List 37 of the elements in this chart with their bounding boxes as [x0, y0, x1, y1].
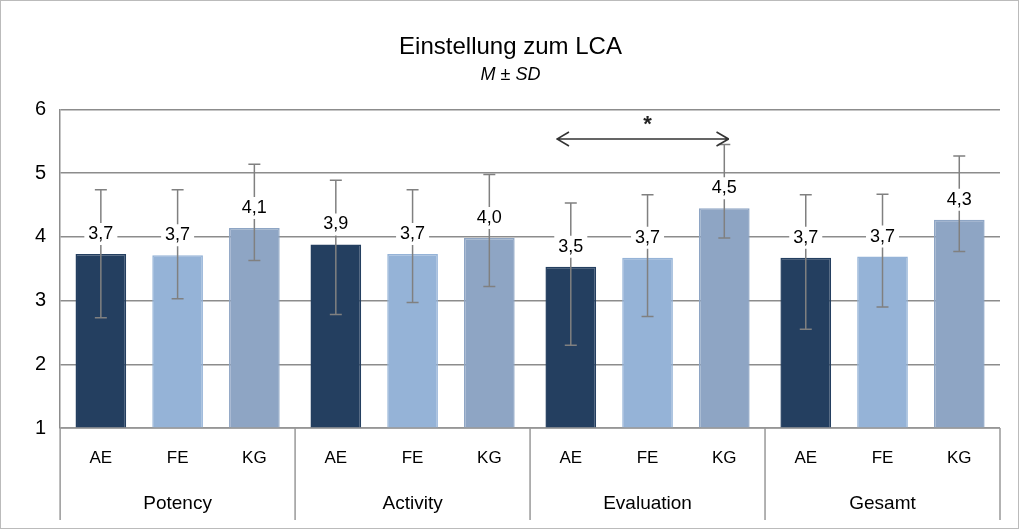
data-label: 3,7	[635, 226, 661, 247]
x-tick-label: Potency	[143, 492, 213, 514]
y-tick-label: 6	[35, 96, 47, 119]
series-label: KG	[242, 447, 267, 467]
series-label: FE	[636, 447, 659, 467]
text: KG	[712, 447, 737, 467]
x-tick-label: Gesamt	[849, 492, 917, 514]
data-label: 3,5	[558, 235, 584, 256]
text: AE	[559, 447, 583, 467]
y-tick-label: 2	[35, 351, 47, 374]
data-label: 4,3	[946, 188, 972, 209]
text: KG	[477, 447, 502, 467]
data-label: 3,7	[88, 223, 114, 244]
y-tick-label: 1	[35, 415, 47, 438]
data-label: 4,5	[711, 177, 737, 198]
chart-title: Einstellung zum LCA	[399, 32, 622, 60]
data-label: 3,7	[400, 223, 426, 244]
data-label: 3,7	[870, 225, 896, 246]
y-tick-label: 5	[35, 160, 47, 183]
data-label: 4,0	[476, 207, 502, 228]
series-label: AE	[324, 447, 348, 467]
text: AE	[794, 447, 818, 467]
data-label: 3,7	[793, 226, 819, 247]
annotation: *	[643, 111, 653, 137]
text: FE	[166, 447, 189, 467]
y-tick-label: 3	[35, 288, 47, 311]
data-label: 4,1	[241, 196, 267, 217]
chart-subtitle: M ± SD	[480, 63, 541, 84]
text: FE	[871, 447, 894, 467]
data-label: 3,7	[165, 224, 191, 245]
text: AE	[89, 447, 113, 467]
x-tick-label: Evaluation	[603, 492, 692, 514]
text: KG	[946, 447, 972, 467]
y-tick-label: 4	[35, 224, 47, 247]
text: FE	[401, 447, 424, 467]
data-label: 3,9	[323, 213, 349, 234]
x-tick-label: Activity	[382, 492, 444, 514]
